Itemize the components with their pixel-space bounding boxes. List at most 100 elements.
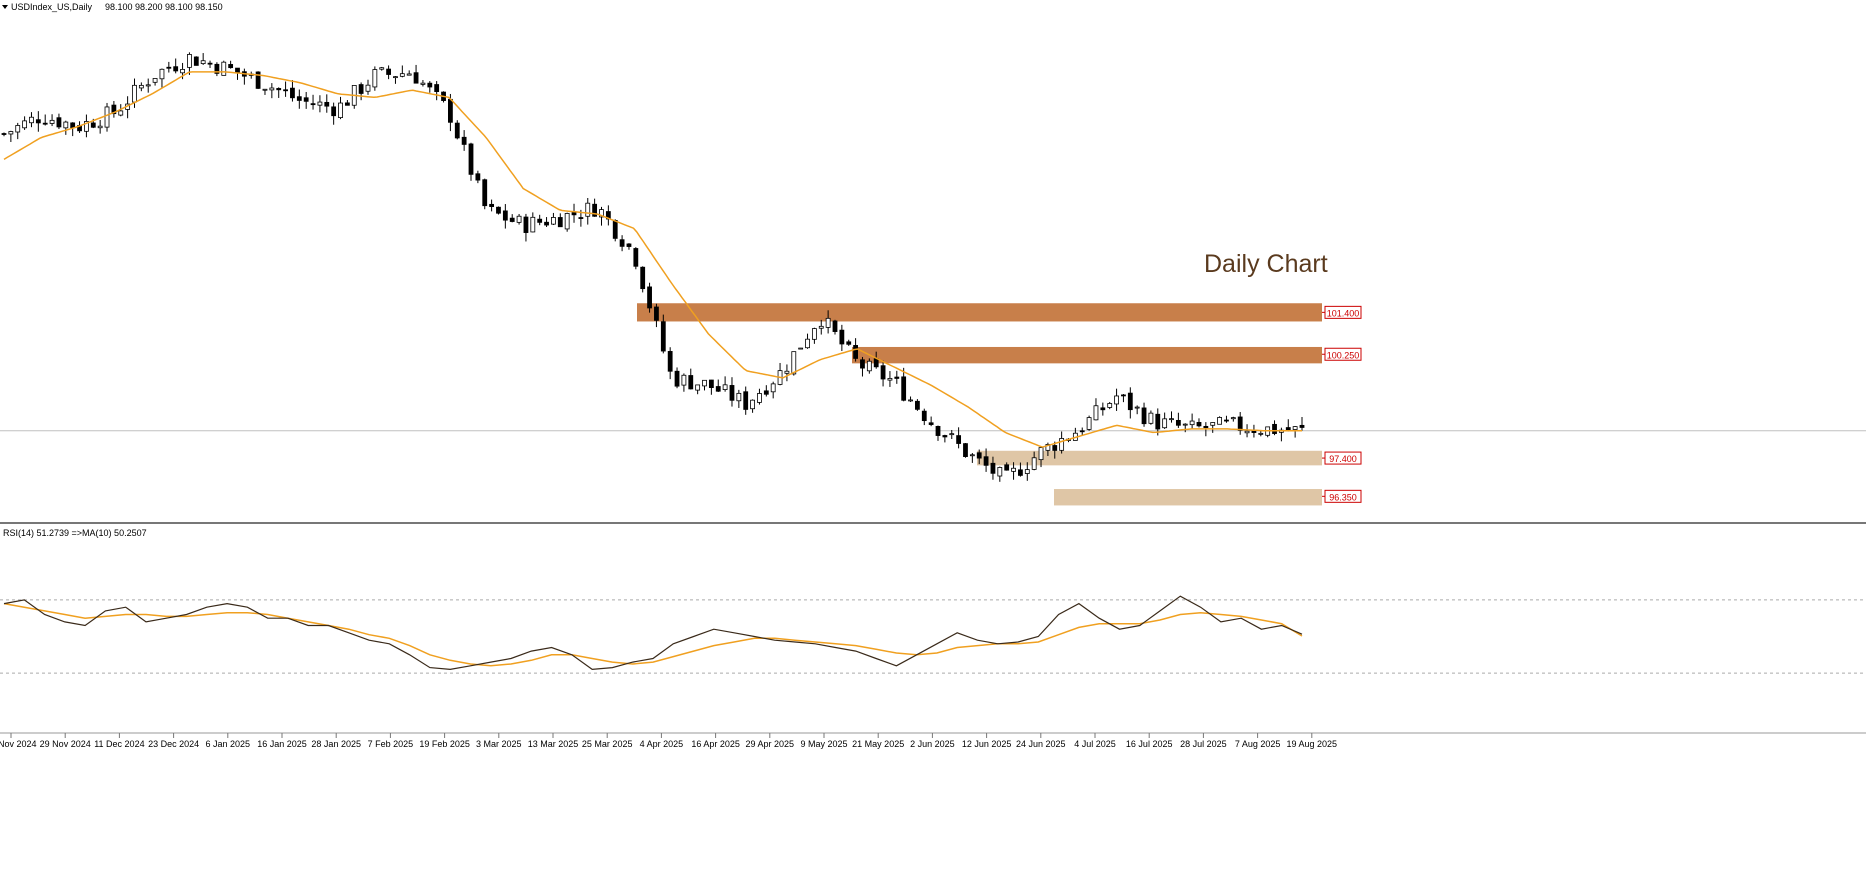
level-price-label <box>1324 489 1362 503</box>
symbol-label[interactable]: USDIndex_US,Daily <box>11 2 93 12</box>
level-price-label <box>1324 347 1362 361</box>
time-tick-label: 19 Aug 2025 <box>1287 739 1338 749</box>
candle-body <box>214 63 220 74</box>
candle-body <box>104 106 110 128</box>
candle-body <box>551 217 556 225</box>
candle-body <box>544 221 549 226</box>
time-tick-label: 29 Nov 2024 <box>40 739 91 749</box>
candle-body <box>921 410 927 422</box>
candle-body <box>338 102 343 119</box>
candle-body <box>1272 423 1277 434</box>
candle-body <box>303 97 309 102</box>
candle-body <box>70 122 76 129</box>
candle-body <box>509 217 515 222</box>
candle-body <box>1 133 7 135</box>
moving-average-line <box>3 71 1302 448</box>
time-tick-label: 4 Apr 2025 <box>640 739 684 749</box>
symbol-dropdown-icon[interactable] <box>2 5 8 9</box>
candle-body <box>523 216 529 233</box>
candle-body <box>1045 444 1051 451</box>
time-tick-label: 9 May 2025 <box>800 739 847 749</box>
candle-body <box>496 206 501 214</box>
candle-body <box>990 462 996 474</box>
candle-body <box>269 87 275 91</box>
time-tick-label: 21 May 2025 <box>852 739 904 749</box>
candle-body <box>557 217 563 228</box>
candle-body <box>976 452 982 459</box>
candle-body <box>1086 417 1092 430</box>
candle-body <box>791 351 797 375</box>
candle-body <box>1141 407 1147 425</box>
candle-body <box>200 60 206 65</box>
resistance-zone[interactable] <box>852 346 1322 364</box>
level-price-text: 97.400 <box>1329 454 1357 464</box>
time-tick-label: 16 Jul 2025 <box>1126 739 1173 749</box>
candle-body <box>963 443 968 457</box>
candle-body <box>695 384 701 391</box>
candle-body <box>1038 447 1044 461</box>
candle-body <box>564 213 570 230</box>
candle-body <box>1052 445 1058 451</box>
candle-body <box>331 106 337 117</box>
candle-body <box>702 379 707 387</box>
chart-annotation: Daily Chart <box>1204 250 1328 278</box>
candle-body <box>1182 423 1188 426</box>
candle-body <box>372 69 378 88</box>
candle-body <box>1258 432 1264 435</box>
candle-body <box>530 216 536 233</box>
level-price-text: 100.250 <box>1327 350 1360 360</box>
resistance-zone[interactable] <box>637 303 1322 322</box>
candle-body <box>1018 469 1023 476</box>
candle-body <box>805 338 810 349</box>
candle-body <box>482 179 488 207</box>
level-price-text: 96.350 <box>1329 492 1357 502</box>
candle-body <box>1127 392 1133 411</box>
rsi-pane[interactable] <box>0 595 1866 674</box>
candle-body <box>578 217 584 219</box>
support-zone[interactable] <box>977 450 1322 466</box>
candle-body <box>8 131 14 135</box>
candle-body <box>681 374 687 386</box>
candle-body <box>969 454 975 457</box>
candle-body <box>901 376 907 401</box>
time-tick-label: 2 Jun 2025 <box>910 739 955 749</box>
candle-body <box>784 370 790 374</box>
candle-body <box>612 219 618 239</box>
candle-body <box>1114 395 1119 405</box>
time-tick-label: 11 Dec 2024 <box>94 739 144 749</box>
time-tick-label: 29 Apr 2025 <box>746 739 795 749</box>
support-zone[interactable] <box>1054 489 1322 506</box>
candle-body <box>454 122 460 139</box>
candle-body <box>757 393 762 403</box>
level-price-text: 101.400 <box>1327 308 1360 318</box>
time-tick-label: 4 Jul 2025 <box>1074 739 1116 749</box>
candle-body <box>860 359 865 369</box>
rsi-line <box>3 595 1303 671</box>
candle-body <box>84 121 89 132</box>
candle-body <box>1155 413 1161 430</box>
candle-body <box>22 120 28 129</box>
candle-body <box>475 173 481 181</box>
candle-body <box>132 84 137 103</box>
candle-body <box>502 210 508 221</box>
candle-body <box>207 62 213 65</box>
time-tick-label: 19 Feb 2025 <box>419 739 470 749</box>
candle-body <box>468 143 474 175</box>
candle-body <box>434 84 440 92</box>
candle-body <box>935 426 941 436</box>
time-tick-label: 13 Mar 2025 <box>528 739 579 749</box>
candle-body <box>1024 469 1030 474</box>
candle-body <box>1237 416 1243 431</box>
candle-body <box>516 215 522 223</box>
candle-body <box>1121 394 1126 397</box>
candle-body <box>448 98 453 123</box>
candle-body <box>344 102 350 106</box>
candle-body <box>722 384 728 391</box>
candle-body <box>1107 403 1113 408</box>
candle-body <box>660 321 666 352</box>
price-pane[interactable]: 101.400 100.250 97.400 96.350 <box>0 52 1866 506</box>
candle-body <box>317 101 323 106</box>
candle-body <box>145 84 151 87</box>
time-tick-label: 16 Apr 2025 <box>691 739 740 749</box>
